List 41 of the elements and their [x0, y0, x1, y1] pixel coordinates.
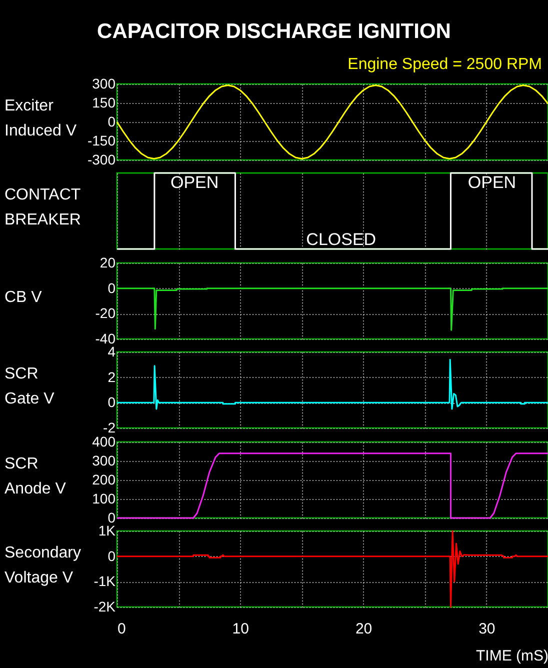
y-tick-label: -2K	[94, 598, 116, 614]
y-tick-label: 100	[92, 490, 116, 506]
chart-title: CAPACITOR DISCHARGE IGNITION	[96, 20, 452, 44]
y-tick-label: 400	[92, 433, 116, 450]
x-tick-label: 20	[355, 620, 372, 638]
x-tick-label: 30	[478, 620, 496, 638]
y-tick-label: 0	[108, 394, 116, 410]
y-tick-label: -40	[95, 330, 116, 346]
y-axis-title: Secondary Voltage V	[4, 544, 81, 586]
annotation: OPEN	[468, 173, 516, 192]
y-axis-title: Exciter Induced V	[4, 98, 77, 140]
line-series	[116, 287, 548, 331]
annotation: OPEN	[170, 173, 219, 192]
x-axis-title: TIME (mS)	[476, 648, 548, 664]
y-tick-label: -300	[87, 152, 116, 168]
y-tick-label: -20	[95, 304, 116, 321]
x-tick-label: 10	[232, 620, 249, 638]
y-tick-label: -150	[87, 132, 116, 148]
annotation: CLOSED	[306, 230, 376, 250]
y-tick-label: 2	[108, 369, 116, 386]
y-tick-label: -2	[103, 420, 116, 436]
y-tick-label: 4	[108, 344, 116, 360]
y-tick-label: 0	[108, 548, 116, 564]
y-tick-label: 200	[92, 471, 116, 488]
y-tick-label: 150	[92, 94, 116, 110]
y-tick-label: 20	[100, 254, 116, 270]
y-tick-label: -1K	[94, 573, 116, 590]
y-axis-title: CB V	[4, 288, 42, 306]
y-tick-label: 0	[108, 509, 116, 526]
chart-subtitle: Engine Speed = 2500 RPM	[348, 56, 542, 74]
y-axis-title: SCR Gate V	[4, 366, 55, 408]
y-tick-label: 300	[92, 452, 116, 468]
y-axis-title: SCR Anode V	[4, 455, 66, 498]
line-series	[116, 359, 548, 410]
y-axis-title: CONTACT BREAKER	[4, 186, 81, 229]
line-series	[116, 530, 548, 608]
y-tick-label: 0	[108, 280, 116, 296]
line-series	[116, 84, 548, 160]
y-tick-label: 300	[92, 76, 116, 92]
y-tick-label: 0	[108, 114, 116, 130]
y-tick-label: 1K	[98, 522, 116, 538]
